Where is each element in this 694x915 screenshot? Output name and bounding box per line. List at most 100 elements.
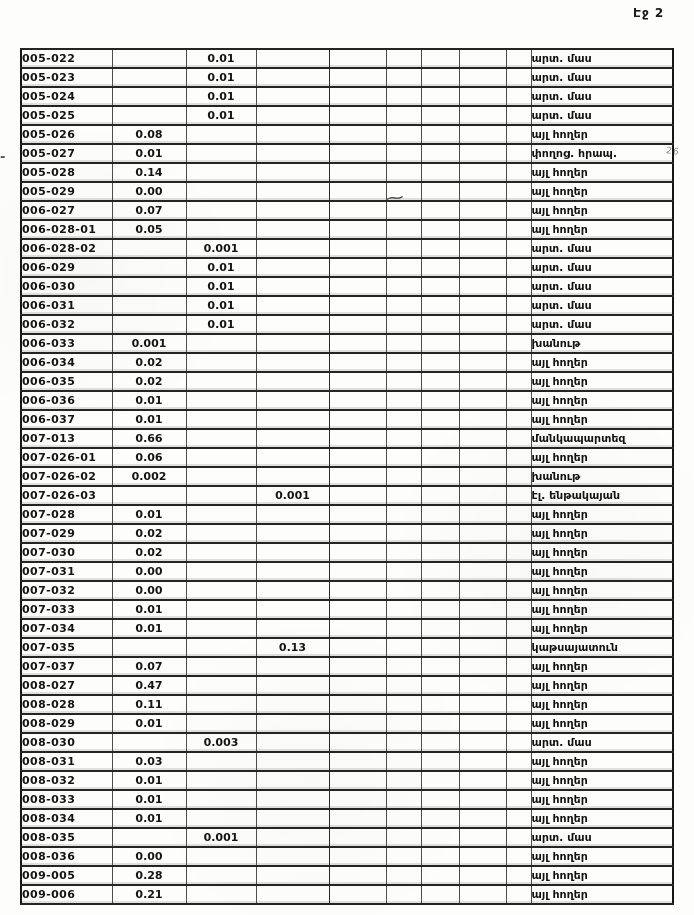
- table-row: 006-034 0.02 այլ հողեր: [20, 352, 674, 373]
- empty-cell: [458, 314, 507, 335]
- empty-cell: [505, 314, 532, 335]
- empty-cell: [385, 48, 422, 69]
- empty-cell: [458, 162, 507, 183]
- empty-cell: [458, 656, 507, 677]
- area-value-col-1: 0.01: [111, 713, 187, 734]
- land-category: այլ հողեր: [530, 808, 674, 829]
- land-category: այլ հողեր: [530, 542, 674, 563]
- empty-cell: [328, 846, 387, 867]
- area-value-col-2: [185, 656, 257, 677]
- table-row: 006-037 0.01 այլ հողեր: [20, 409, 674, 430]
- empty-cell: [328, 599, 387, 620]
- empty-cell: [505, 257, 532, 278]
- area-value-col-2: [185, 675, 257, 696]
- area-value-col-1: [111, 827, 187, 848]
- table-row: 007-033 0.01 այլ հողեր: [20, 599, 674, 620]
- area-value-col-1: [111, 485, 187, 506]
- parcel-code: 006-035: [20, 371, 113, 392]
- area-value-col-2: [185, 599, 257, 620]
- land-category: էլ. ենթակայան: [530, 485, 674, 506]
- empty-cell: [328, 428, 387, 449]
- table-row: 007-029 0.02 այլ հողեր: [20, 523, 674, 544]
- area-value-col-3: [255, 542, 330, 563]
- land-category: այլ հողեր: [530, 390, 674, 411]
- empty-cell: [420, 314, 460, 335]
- area-value-col-2: [185, 580, 257, 601]
- empty-cell: [328, 219, 387, 240]
- empty-cell: [420, 352, 460, 373]
- empty-cell: [420, 371, 460, 392]
- table-row: 007-013 0.66 մանկապարտեզ: [20, 428, 674, 449]
- empty-cell: [328, 67, 387, 88]
- area-value-col-1: 0.01: [111, 789, 187, 810]
- land-category: արտ. մաս: [530, 314, 674, 335]
- area-value-col-2: [185, 770, 257, 791]
- area-value-col-2: [185, 409, 257, 430]
- parcel-code: 006-030: [20, 276, 113, 297]
- land-category: այլ հողեր: [530, 181, 674, 202]
- area-value-col-2: [185, 447, 257, 468]
- empty-cell: [328, 561, 387, 582]
- empty-cell: [328, 409, 387, 430]
- area-value-col-3: [255, 846, 330, 867]
- empty-cell: [505, 48, 532, 69]
- parcel-code: 008-034: [20, 808, 113, 829]
- area-value-col-2: 0.01: [185, 276, 257, 297]
- table-row: 009-006 0.21 այլ հողեր: [20, 884, 674, 905]
- area-value-col-2: [185, 333, 257, 354]
- table-row: 007-035 0.13 կաթսայատուն: [20, 637, 674, 658]
- area-value-col-3: [255, 523, 330, 544]
- area-value-col-2: [185, 637, 257, 658]
- land-category: այլ հողեր: [530, 523, 674, 544]
- empty-cell: [420, 884, 460, 905]
- empty-cell: [420, 200, 460, 221]
- area-value-col-2: [185, 428, 257, 449]
- area-value-col-1: 0.28: [111, 865, 187, 886]
- table-row: 008-031 0.03 այլ հողեր: [20, 751, 674, 772]
- table-row: 006-035 0.02 այլ հողեր: [20, 371, 674, 392]
- area-value-col-3: [255, 599, 330, 620]
- table-row: 007-030 0.02 այլ հողեր: [20, 542, 674, 563]
- empty-cell: [385, 808, 422, 829]
- empty-cell: [328, 656, 387, 677]
- table-row: 007-037 0.07 այլ հողեր: [20, 656, 674, 677]
- land-category: խանութ: [530, 466, 674, 487]
- empty-cell: [420, 637, 460, 658]
- parcel-code: 006-028-01: [20, 219, 113, 240]
- empty-cell: [458, 561, 507, 582]
- area-value-col-3: [255, 618, 330, 639]
- parcel-code: 007-026-02: [20, 466, 113, 487]
- parcel-code: 007-026-03: [20, 485, 113, 506]
- land-category: այլ հողեր: [530, 124, 674, 145]
- empty-cell: [420, 295, 460, 316]
- empty-cell: [328, 181, 387, 202]
- empty-cell: [420, 333, 460, 354]
- empty-cell: [458, 200, 507, 221]
- empty-cell: [420, 105, 460, 126]
- area-value-col-3: [255, 561, 330, 582]
- empty-cell: [385, 86, 422, 107]
- empty-cell: [458, 352, 507, 373]
- table-row: 008-034 0.01 այլ հողեր: [20, 808, 674, 829]
- empty-cell: [505, 409, 532, 430]
- empty-cell: [505, 238, 532, 259]
- parcel-code: 007-029: [20, 523, 113, 544]
- parcel-code: 007-032: [20, 580, 113, 601]
- empty-cell: [458, 789, 507, 810]
- area-value-col-2: 0.003: [185, 732, 257, 753]
- empty-cell: [505, 751, 532, 772]
- empty-cell: [505, 580, 532, 601]
- empty-cell: [385, 238, 422, 259]
- empty-cell: [420, 789, 460, 810]
- land-category: այլ հողեր: [530, 200, 674, 221]
- area-value-col-2: [185, 523, 257, 544]
- area-value-col-2: [185, 466, 257, 487]
- empty-cell: [420, 409, 460, 430]
- area-value-col-2: [185, 371, 257, 392]
- area-value-col-2: [185, 124, 257, 145]
- area-value-col-3: [255, 276, 330, 297]
- empty-cell: [385, 637, 422, 658]
- area-value-col-3: [255, 48, 330, 69]
- empty-cell: [328, 200, 387, 221]
- empty-cell: [328, 466, 387, 487]
